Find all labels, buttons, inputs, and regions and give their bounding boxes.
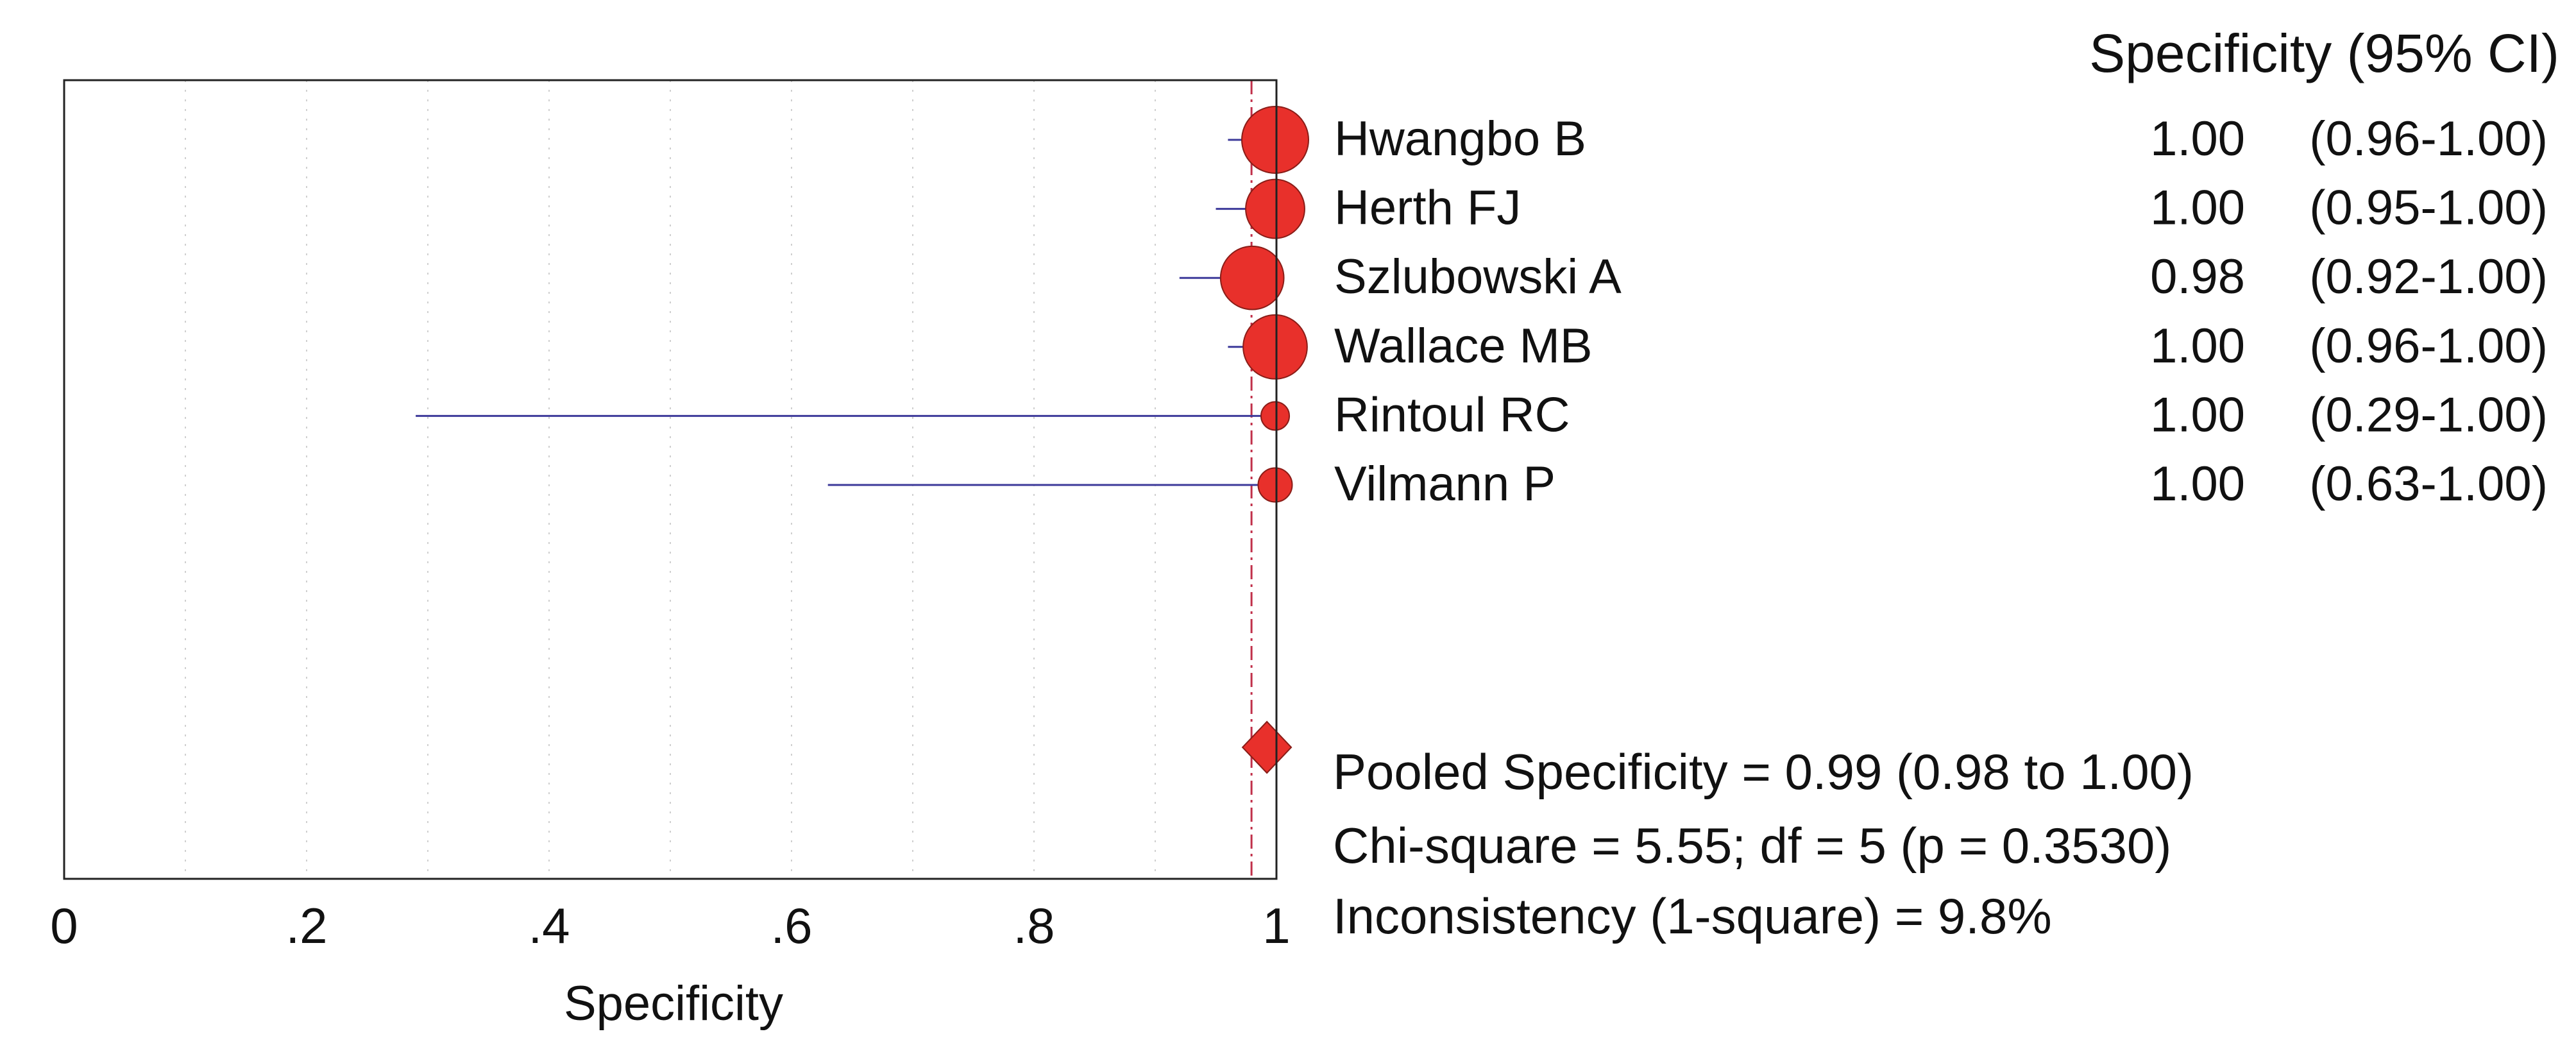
study-marker [1260, 401, 1291, 431]
x-axis-label: Specificity [564, 976, 783, 1031]
x-tick-label: 0 [50, 897, 78, 954]
study-estimate: 1.00 [2150, 319, 2245, 373]
summary-line: Pooled Specificity = 0.99 (0.98 to 1.00) [1333, 743, 2194, 800]
x-tick-label: 1 [1262, 897, 1290, 954]
study-estimate: 1.00 [2150, 181, 2245, 235]
pooled-diamond [1241, 720, 1292, 774]
x-tick-label: .4 [528, 897, 570, 954]
x-tick-label: .6 [770, 897, 812, 954]
summary-statistics: Pooled Specificity = 0.99 (0.98 to 1.00)… [1333, 743, 2194, 944]
summary-line: Chi-square = 5.55; df = 5 (p = 0.3530) [1333, 817, 2171, 874]
study-name: Wallace MB [1334, 319, 1593, 373]
study-marker [1257, 467, 1293, 503]
study-name: Hwangbo B [1334, 112, 1586, 166]
study-marker [1241, 106, 1309, 174]
study-ci: (0.95-1.00) [2309, 181, 2548, 235]
summary-line: Inconsistency (1-square) = 9.8% [1333, 888, 2052, 944]
study-estimate: 1.00 [2150, 457, 2245, 511]
study-ci: (0.63-1.00) [2309, 457, 2548, 511]
x-tick-label: .2 [285, 897, 327, 954]
study-marker [1245, 178, 1305, 239]
study-estimate: 1.00 [2150, 112, 2245, 166]
x-tick-label: .8 [1013, 897, 1055, 954]
study-estimate: 1.00 [2150, 387, 2245, 442]
study-name: Rintoul RC [1334, 387, 1570, 442]
study-marker [1219, 245, 1285, 310]
grid-lines [185, 80, 1156, 879]
x-axis: 0 .2 .4 .6 .8 1 [50, 897, 1290, 954]
column-header: Specificity (95% CI) [2089, 23, 2559, 83]
study-ci: (0.29-1.00) [2309, 387, 2548, 442]
study-name: Szlubowski A [1334, 250, 1622, 304]
study-labels: Hwangbo B 1.00 (0.96-1.00) Herth FJ 1.00 (0.9… [1334, 112, 2548, 511]
study-name: Herth FJ [1334, 181, 1521, 235]
study-estimate: 0.98 [2150, 250, 2245, 304]
plot-frame [63, 79, 1278, 880]
study-ci: (0.92-1.00) [2309, 250, 2548, 304]
study-ci: (0.96-1.00) [2309, 112, 2548, 166]
study-markers [416, 106, 1309, 503]
study-ci: (0.96-1.00) [2309, 319, 2548, 373]
study-marker [1242, 314, 1308, 380]
study-name: Vilmann P [1334, 457, 1555, 511]
